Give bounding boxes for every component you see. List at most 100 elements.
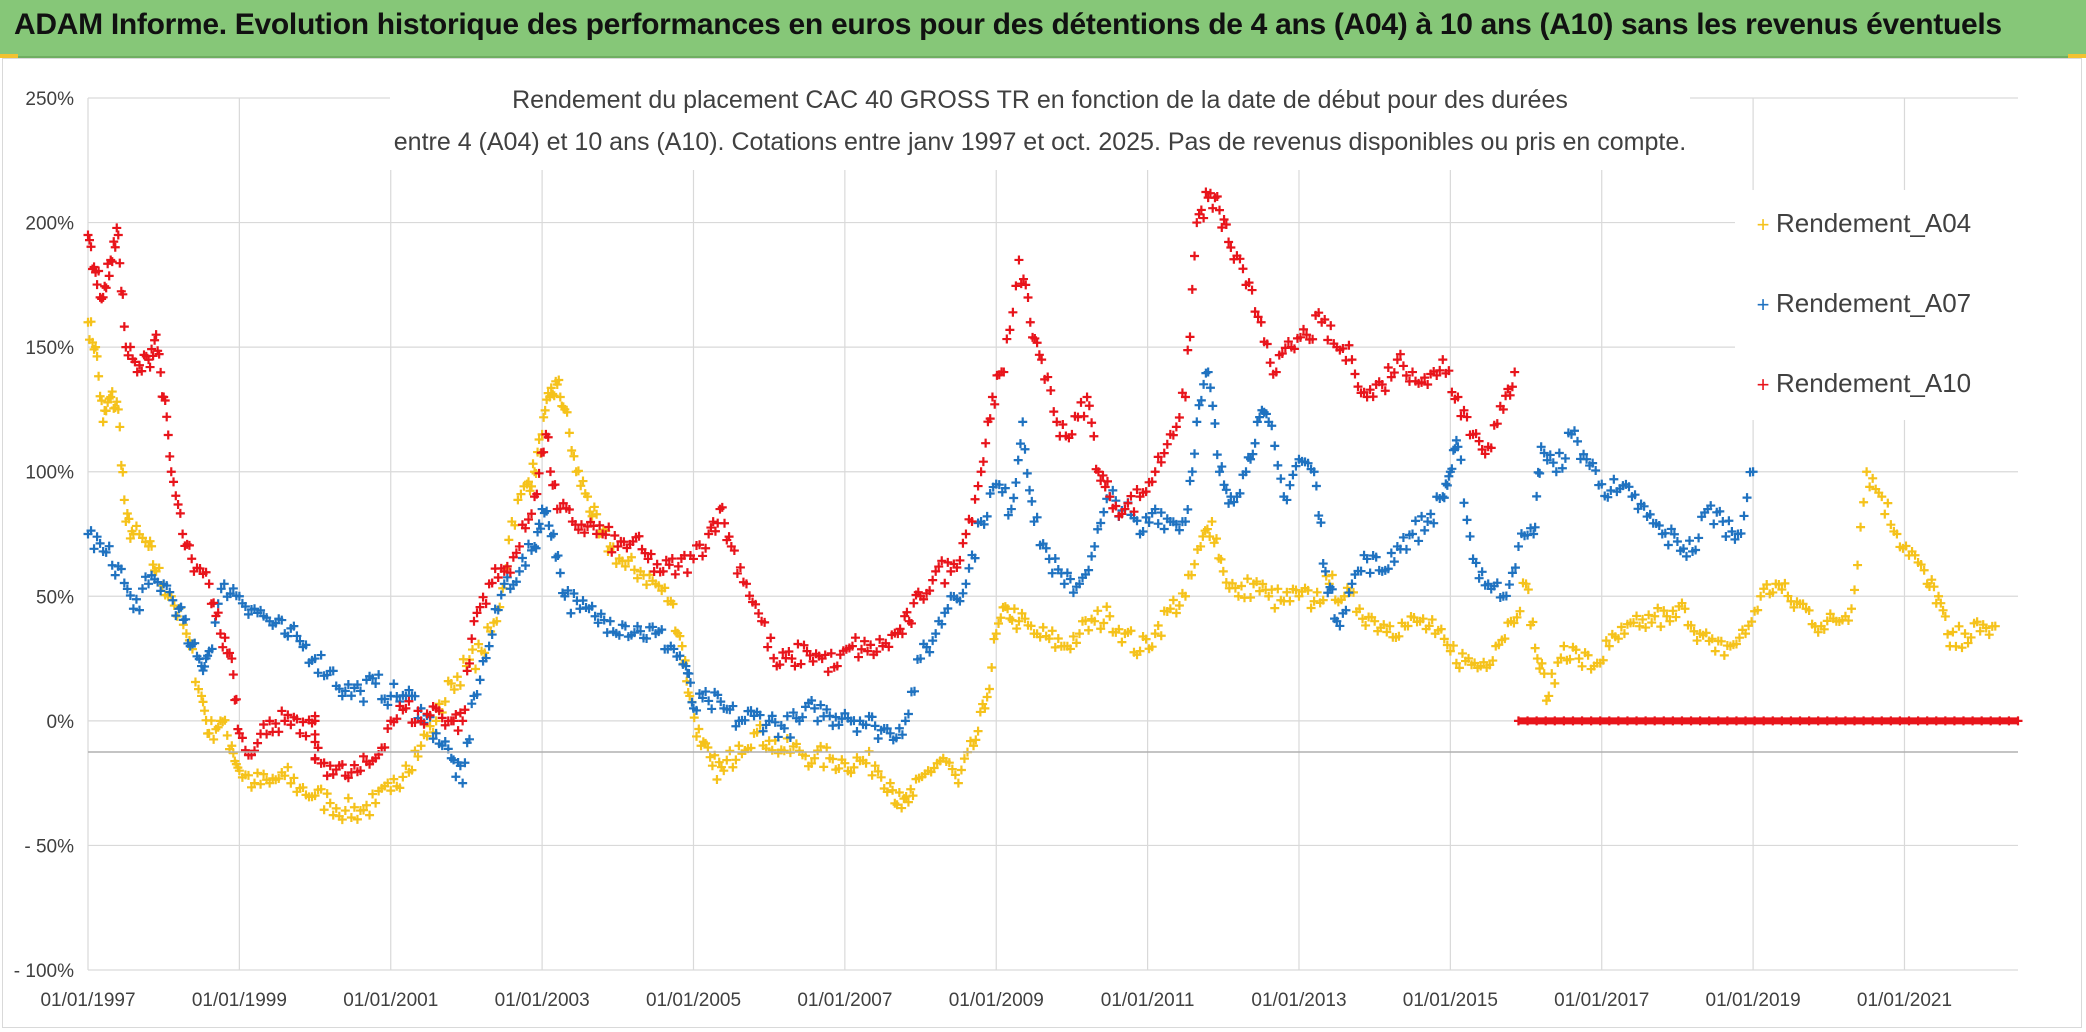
data-point bbox=[683, 688, 693, 698]
data-point bbox=[698, 551, 708, 561]
data-point bbox=[1868, 473, 1878, 483]
data-point bbox=[820, 650, 830, 660]
data-point bbox=[897, 629, 907, 639]
data-point bbox=[262, 729, 272, 739]
data-point bbox=[295, 728, 305, 738]
data-point bbox=[145, 536, 155, 546]
data-point bbox=[1282, 495, 1292, 505]
data-point bbox=[283, 631, 293, 641]
data-point bbox=[619, 537, 629, 547]
data-point bbox=[1707, 634, 1717, 644]
data-point bbox=[213, 722, 223, 732]
data-point bbox=[943, 557, 953, 567]
grid-vertical bbox=[87, 98, 1906, 970]
data-point bbox=[1938, 605, 1948, 615]
data-point bbox=[225, 648, 235, 658]
data-point bbox=[1501, 591, 1511, 601]
data-point bbox=[580, 528, 590, 538]
data-point bbox=[265, 716, 275, 726]
data-point bbox=[1141, 487, 1151, 497]
data-point bbox=[310, 754, 320, 764]
data-point bbox=[1668, 716, 1678, 726]
data-point bbox=[228, 670, 238, 680]
data-point bbox=[514, 541, 524, 551]
data-point bbox=[953, 778, 963, 788]
data-point bbox=[362, 800, 372, 810]
data-point bbox=[431, 728, 441, 738]
data-point bbox=[458, 778, 468, 788]
data-point bbox=[1144, 518, 1154, 528]
data-point bbox=[1105, 492, 1115, 502]
data-point bbox=[371, 798, 381, 808]
data-point bbox=[440, 697, 450, 707]
data-point bbox=[1500, 634, 1510, 644]
data-point bbox=[1523, 530, 1533, 540]
data-point bbox=[1659, 716, 1669, 726]
data-point bbox=[1692, 636, 1702, 646]
grid-horizontal bbox=[88, 97, 2018, 971]
data-point bbox=[328, 666, 338, 676]
data-point bbox=[1747, 617, 1757, 627]
data-point bbox=[523, 477, 533, 487]
data-point bbox=[150, 565, 160, 575]
data-point bbox=[358, 751, 368, 761]
data-point bbox=[1877, 716, 1887, 726]
data-point bbox=[173, 499, 183, 509]
data-point bbox=[368, 789, 378, 799]
data-point bbox=[684, 669, 694, 679]
data-point bbox=[425, 710, 435, 720]
data-point bbox=[1162, 606, 1172, 616]
data-point bbox=[487, 630, 497, 640]
data-point bbox=[307, 792, 317, 802]
data-point bbox=[256, 605, 266, 615]
data-point bbox=[1704, 716, 1714, 726]
data-point bbox=[1367, 612, 1377, 622]
data-point bbox=[472, 689, 482, 699]
data-point bbox=[793, 639, 803, 649]
data-point bbox=[985, 489, 995, 499]
data-point bbox=[1671, 612, 1681, 622]
banner: ADAM Informe. Evolution historique des p… bbox=[0, 0, 2086, 58]
data-point bbox=[891, 733, 901, 743]
data-point bbox=[246, 605, 256, 615]
data-point bbox=[1715, 506, 1725, 516]
data-point bbox=[1750, 716, 1760, 726]
data-point bbox=[365, 810, 375, 820]
data-point bbox=[313, 743, 323, 753]
data-point bbox=[595, 520, 605, 530]
data-point bbox=[343, 793, 353, 803]
data-point bbox=[1311, 481, 1321, 491]
data-point bbox=[1020, 444, 1030, 454]
data-point bbox=[1536, 442, 1546, 452]
x-tick-label: 01/01/2011 bbox=[1101, 990, 1195, 1011]
data-point bbox=[987, 392, 997, 402]
data-point bbox=[283, 710, 293, 720]
data-point bbox=[1199, 213, 1209, 223]
data-point bbox=[1810, 621, 1820, 631]
data-point bbox=[1248, 449, 1258, 459]
data-point bbox=[769, 653, 779, 663]
data-point bbox=[104, 271, 114, 281]
data-point bbox=[732, 568, 742, 578]
data-point bbox=[1000, 602, 1010, 612]
data-point bbox=[322, 670, 332, 680]
data-point bbox=[368, 673, 378, 683]
data-point bbox=[682, 568, 692, 578]
data-point bbox=[460, 758, 470, 768]
data-point bbox=[1604, 716, 1614, 726]
series-layer bbox=[83, 187, 2023, 825]
data-point bbox=[1474, 436, 1484, 446]
data-point bbox=[1444, 471, 1454, 481]
data-point bbox=[1613, 634, 1623, 644]
data-point bbox=[94, 371, 104, 381]
data-point bbox=[698, 693, 708, 703]
data-point bbox=[1984, 630, 1994, 640]
y-tick-label: 250% bbox=[25, 89, 74, 110]
data-point bbox=[1966, 632, 1976, 642]
data-point bbox=[511, 577, 521, 587]
data-point bbox=[1196, 395, 1206, 405]
data-point bbox=[1356, 566, 1366, 576]
data-point bbox=[1678, 544, 1688, 554]
data-point bbox=[166, 467, 176, 477]
data-point bbox=[1551, 467, 1561, 477]
